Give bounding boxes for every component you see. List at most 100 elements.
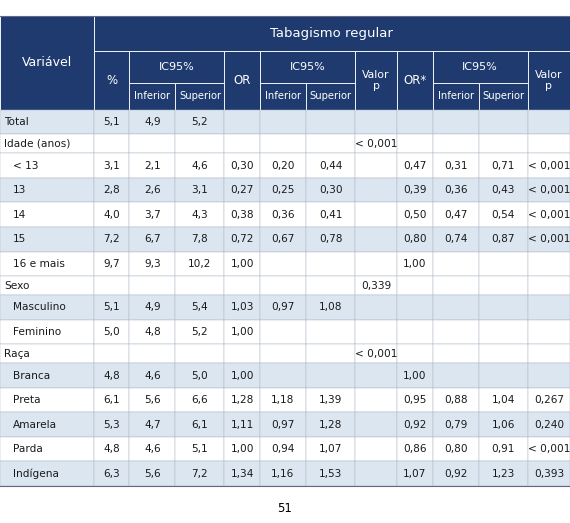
Text: Inferior: Inferior bbox=[438, 91, 474, 101]
Text: 0,27: 0,27 bbox=[230, 185, 254, 195]
Text: < 0,001: < 0,001 bbox=[528, 234, 570, 244]
Text: 0,36: 0,36 bbox=[444, 185, 467, 195]
Bar bbox=[306, 110, 355, 134]
Bar bbox=[94, 110, 129, 134]
Text: 1,07: 1,07 bbox=[403, 469, 426, 479]
Text: 0,97: 0,97 bbox=[271, 302, 295, 312]
Text: 1,00: 1,00 bbox=[230, 327, 254, 337]
Bar bbox=[433, 388, 479, 412]
Text: 4,6: 4,6 bbox=[144, 444, 161, 454]
Text: %: % bbox=[106, 74, 117, 87]
Text: Feminino: Feminino bbox=[13, 327, 61, 337]
Bar bbox=[0, 412, 94, 437]
Bar bbox=[433, 153, 479, 178]
Bar bbox=[129, 320, 176, 344]
Bar bbox=[94, 437, 129, 461]
Text: 5,0: 5,0 bbox=[192, 371, 209, 381]
Text: 0,43: 0,43 bbox=[491, 185, 515, 195]
Text: 0,240: 0,240 bbox=[534, 419, 564, 429]
Text: 0,39: 0,39 bbox=[403, 185, 427, 195]
Bar bbox=[94, 344, 129, 363]
Bar bbox=[260, 320, 306, 344]
Bar bbox=[129, 134, 176, 153]
Text: 7,2: 7,2 bbox=[103, 234, 120, 244]
Text: Masculino: Masculino bbox=[13, 302, 66, 312]
Bar bbox=[528, 363, 570, 388]
Bar bbox=[433, 461, 479, 486]
Bar bbox=[129, 227, 176, 252]
Bar bbox=[306, 295, 355, 320]
Bar bbox=[433, 276, 479, 295]
Bar bbox=[0, 344, 94, 363]
Text: < 0,001: < 0,001 bbox=[528, 210, 570, 220]
Bar bbox=[479, 437, 528, 461]
Text: < 0,001: < 0,001 bbox=[528, 161, 570, 170]
Bar bbox=[479, 110, 528, 134]
Bar bbox=[306, 437, 355, 461]
Text: 3,1: 3,1 bbox=[103, 161, 120, 170]
Bar bbox=[355, 153, 397, 178]
Text: 1,16: 1,16 bbox=[271, 469, 295, 479]
Bar bbox=[225, 252, 260, 276]
Bar bbox=[225, 461, 260, 486]
Bar bbox=[129, 461, 176, 486]
Bar bbox=[94, 16, 570, 51]
Text: 0,88: 0,88 bbox=[444, 395, 467, 405]
Bar bbox=[397, 276, 433, 295]
Bar bbox=[225, 344, 260, 363]
Bar bbox=[225, 110, 260, 134]
Bar bbox=[479, 461, 528, 486]
Text: 10,2: 10,2 bbox=[188, 259, 211, 269]
Bar bbox=[528, 412, 570, 437]
Bar bbox=[260, 227, 306, 252]
Text: 1,39: 1,39 bbox=[319, 395, 342, 405]
Text: Tabagismo regular: Tabagismo regular bbox=[271, 27, 393, 40]
Text: 6,6: 6,6 bbox=[192, 395, 208, 405]
Text: OR*: OR* bbox=[404, 74, 426, 87]
Bar bbox=[225, 363, 260, 388]
Text: 2,8: 2,8 bbox=[103, 185, 120, 195]
Text: 5,4: 5,4 bbox=[192, 302, 208, 312]
Text: 1,00: 1,00 bbox=[230, 259, 254, 269]
Text: 0,92: 0,92 bbox=[403, 419, 426, 429]
Bar bbox=[129, 276, 176, 295]
Bar bbox=[397, 153, 433, 178]
Text: 5,6: 5,6 bbox=[144, 395, 161, 405]
Bar bbox=[528, 344, 570, 363]
Bar bbox=[355, 461, 397, 486]
Text: 0,25: 0,25 bbox=[271, 185, 295, 195]
Text: Branca: Branca bbox=[13, 371, 50, 381]
Bar bbox=[260, 461, 306, 486]
Bar bbox=[355, 51, 397, 110]
Text: 0,80: 0,80 bbox=[403, 234, 427, 244]
Text: 5,6: 5,6 bbox=[144, 469, 161, 479]
Text: 0,20: 0,20 bbox=[271, 161, 295, 170]
Bar bbox=[225, 388, 260, 412]
Bar bbox=[129, 252, 176, 276]
Bar bbox=[397, 134, 433, 153]
Bar bbox=[129, 344, 176, 363]
Bar bbox=[225, 178, 260, 202]
Text: IC95%: IC95% bbox=[159, 62, 195, 72]
Bar bbox=[306, 320, 355, 344]
Text: 0,38: 0,38 bbox=[230, 210, 254, 220]
Bar bbox=[176, 437, 225, 461]
Text: Sexo: Sexo bbox=[4, 281, 30, 291]
Bar bbox=[397, 320, 433, 344]
Bar bbox=[0, 202, 94, 227]
Bar bbox=[0, 295, 94, 320]
Text: 15: 15 bbox=[13, 234, 26, 244]
Bar bbox=[176, 344, 225, 363]
Bar bbox=[397, 363, 433, 388]
Bar bbox=[479, 276, 528, 295]
Bar bbox=[129, 83, 176, 110]
Text: 0,71: 0,71 bbox=[492, 161, 515, 170]
Bar bbox=[355, 227, 397, 252]
Text: 9,7: 9,7 bbox=[103, 259, 120, 269]
Bar bbox=[225, 412, 260, 437]
Bar bbox=[433, 437, 479, 461]
Text: 0,91: 0,91 bbox=[492, 444, 515, 454]
Bar bbox=[306, 227, 355, 252]
Bar bbox=[225, 295, 260, 320]
Bar bbox=[94, 252, 129, 276]
